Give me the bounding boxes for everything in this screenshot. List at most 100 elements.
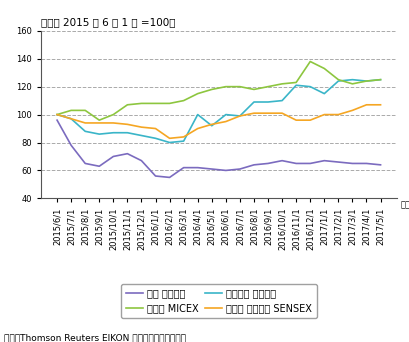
中国 上海総合	[308, 161, 313, 166]
中国 上海総合	[223, 168, 228, 172]
ブラジル ボベスパ	[223, 113, 228, 117]
中国 上海総合	[265, 161, 270, 166]
ロシア MICEX	[252, 88, 256, 92]
ブラジル ボベスパ	[167, 141, 172, 145]
ロシア MICEX	[139, 101, 144, 105]
ブラジル ボベスパ	[294, 83, 299, 87]
ブラジル ボベスパ	[336, 79, 341, 83]
インド ムンバイ SENSEX	[252, 111, 256, 115]
ブラジル ボベスパ	[181, 139, 186, 143]
インド ムンバイ SENSEX	[153, 127, 158, 131]
中国 上海総合	[125, 152, 130, 156]
インド ムンバイ SENSEX	[181, 135, 186, 139]
インド ムンバイ SENSEX	[55, 113, 60, 117]
ロシア MICEX	[195, 92, 200, 96]
中国 上海総合	[153, 174, 158, 178]
中国 上海総合	[378, 163, 383, 167]
インド ムンバイ SENSEX	[265, 111, 270, 115]
ブラジル ボベスパ	[97, 132, 102, 136]
インド ムンバイ SENSEX	[195, 127, 200, 131]
ロシア MICEX	[378, 78, 383, 82]
ブラジル ボベスパ	[139, 133, 144, 137]
中国 上海総合	[280, 159, 285, 163]
インド ムンバイ SENSEX	[238, 114, 243, 118]
中国 上海総合	[195, 166, 200, 170]
ブラジル ボベスパ	[69, 117, 74, 121]
ロシア MICEX	[238, 84, 243, 89]
ブラジル ボベスパ	[111, 131, 116, 135]
中国 上海総合	[209, 167, 214, 171]
中国 上海総合	[364, 161, 369, 166]
Text: 資料：Thomson Reuters EIKON から経済産業省作成。: 資料：Thomson Reuters EIKON から経済産業省作成。	[4, 333, 186, 342]
インド ムンバイ SENSEX	[83, 121, 88, 125]
中国 上海総合	[69, 143, 74, 147]
ブラジル ボベスパ	[378, 78, 383, 82]
Line: ロシア MICEX: ロシア MICEX	[57, 62, 380, 120]
ブラジル ボベスパ	[252, 100, 256, 104]
インド ムンバイ SENSEX	[336, 113, 341, 117]
Legend: 中国 上海総合, ロシア MICEX, ブラジル ボベスパ, インド ムンバイ SENSEX: 中国 上海総合, ロシア MICEX, ブラジル ボベスパ, インド ムンバイ …	[121, 284, 317, 318]
ブラジル ボベスパ	[83, 129, 88, 133]
中国 上海総合	[252, 163, 256, 167]
インド ムンバイ SENSEX	[378, 103, 383, 107]
中国 上海総合	[139, 159, 144, 163]
インド ムンバイ SENSEX	[209, 122, 214, 127]
インド ムンバイ SENSEX	[364, 103, 369, 107]
ロシア MICEX	[111, 113, 116, 117]
ロシア MICEX	[322, 66, 327, 70]
中国 上海総合	[97, 164, 102, 168]
ロシア MICEX	[280, 82, 285, 86]
中国 上海総合	[294, 161, 299, 166]
ロシア MICEX	[83, 108, 88, 113]
インド ムンバイ SENSEX	[97, 121, 102, 125]
ブラジル ボベスパ	[209, 124, 214, 128]
ブラジル ボベスパ	[364, 79, 369, 83]
ブラジル ボベスパ	[153, 136, 158, 140]
中国 上海総合	[83, 161, 88, 166]
中国 上海総合	[350, 161, 355, 166]
中国 上海総合	[181, 166, 186, 170]
インド ムンバイ SENSEX	[350, 108, 355, 113]
ブラジル ボベスパ	[195, 113, 200, 117]
ロシア MICEX	[69, 108, 74, 113]
ロシア MICEX	[153, 101, 158, 105]
ブラジル ボベスパ	[308, 84, 313, 89]
中国 上海総合	[322, 159, 327, 163]
ブラジル ボベスパ	[280, 98, 285, 103]
ブラジル ボベスパ	[322, 92, 327, 96]
インド ムンバイ SENSEX	[294, 118, 299, 122]
ブラジル ボベスパ	[350, 78, 355, 82]
ロシア MICEX	[55, 113, 60, 117]
Line: インド ムンバイ SENSEX: インド ムンバイ SENSEX	[57, 105, 380, 138]
ロシア MICEX	[294, 80, 299, 84]
ロシア MICEX	[350, 82, 355, 86]
ロシア MICEX	[308, 60, 313, 64]
中国 上海総合	[336, 160, 341, 164]
ブラジル ボベスパ	[55, 113, 60, 117]
Text: （年月）: （年月）	[400, 200, 409, 209]
ロシア MICEX	[336, 78, 341, 82]
ロシア MICEX	[209, 88, 214, 92]
インド ムンバイ SENSEX	[139, 125, 144, 129]
インド ムンバイ SENSEX	[280, 111, 285, 115]
インド ムンバイ SENSEX	[125, 122, 130, 127]
中国 上海総合	[55, 118, 60, 122]
ブラジル ボベスパ	[125, 131, 130, 135]
Text: （指数 2015 年 6 月 1 日 =100）: （指数 2015 年 6 月 1 日 =100）	[41, 17, 175, 27]
インド ムンバイ SENSEX	[69, 117, 74, 121]
ロシア MICEX	[265, 84, 270, 89]
中国 上海総合	[238, 167, 243, 171]
ブラジル ボベスパ	[265, 100, 270, 104]
ロシア MICEX	[167, 101, 172, 105]
インド ムンバイ SENSEX	[223, 119, 228, 123]
インド ムンバイ SENSEX	[167, 136, 172, 140]
インド ムンバイ SENSEX	[322, 113, 327, 117]
ロシア MICEX	[181, 98, 186, 103]
インド ムンバイ SENSEX	[111, 121, 116, 125]
Line: ブラジル ボベスパ: ブラジル ボベスパ	[57, 80, 380, 143]
インド ムンバイ SENSEX	[308, 118, 313, 122]
中国 上海総合	[111, 155, 116, 159]
中国 上海総合	[167, 175, 172, 180]
Line: 中国 上海総合: 中国 上海総合	[57, 120, 380, 177]
ブラジル ボベスパ	[238, 114, 243, 118]
